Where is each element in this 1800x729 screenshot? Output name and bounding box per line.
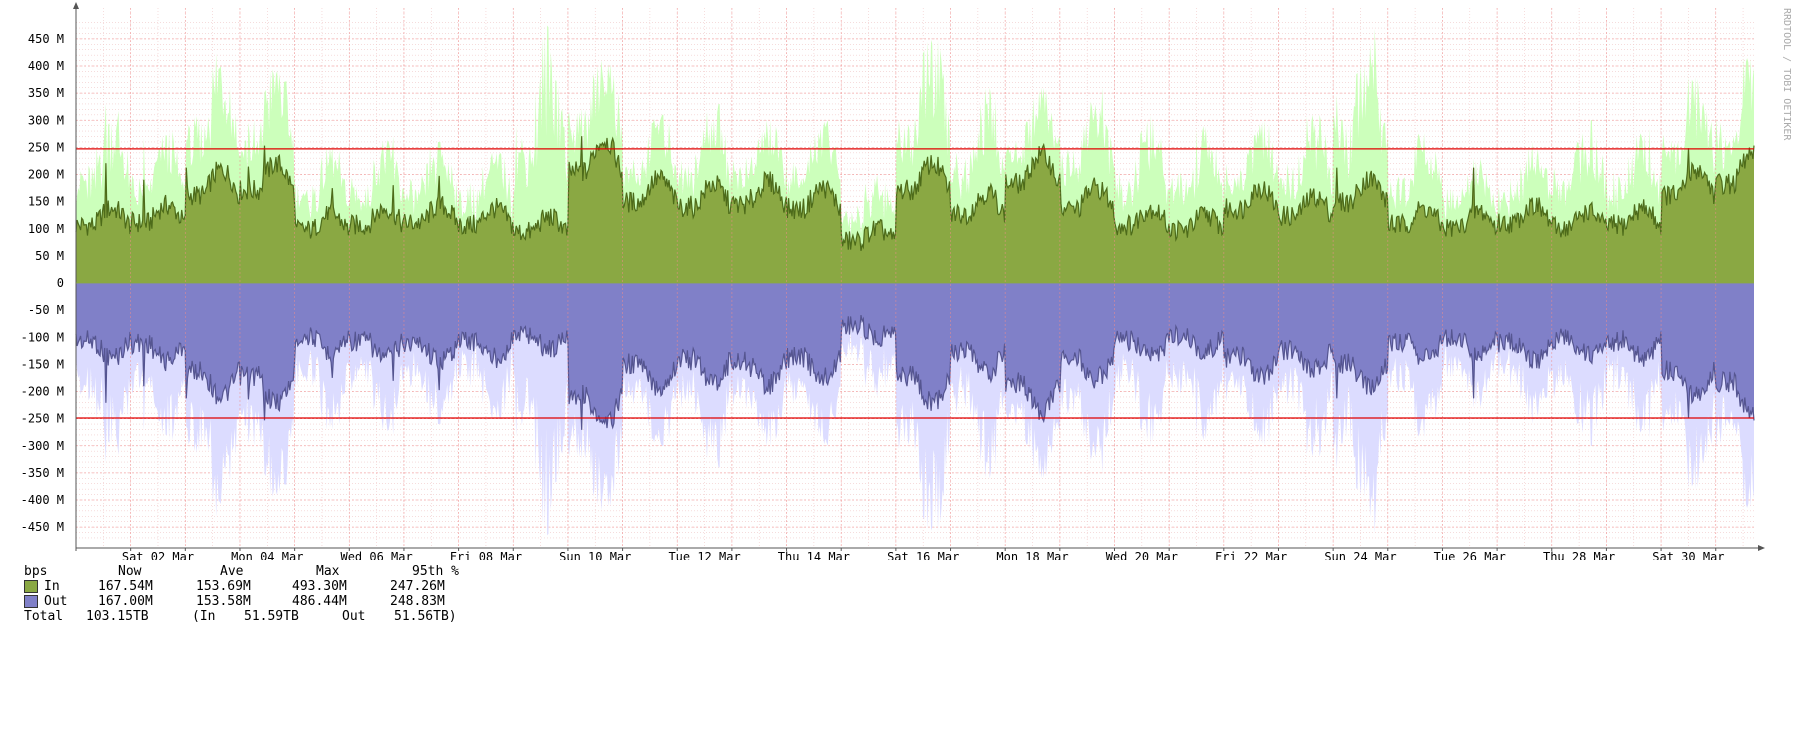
y-tick-label: -350 M bbox=[21, 466, 64, 480]
legend-out-label: Out bbox=[44, 594, 68, 609]
x-tick-label: Tue 12 Mar bbox=[668, 550, 740, 560]
x-axis-tick-labels: Sat 02 Mar Mon 04 Mar Wed 06 Mar Fri 08 Mar… bbox=[122, 550, 1725, 560]
in-swatch bbox=[24, 580, 38, 593]
y-tick-label: -250 M bbox=[21, 412, 64, 426]
series-areas bbox=[75, 8, 1755, 548]
legend-total-value: 103.15TB bbox=[86, 609, 149, 624]
out-swatch bbox=[24, 595, 38, 608]
y-tick-label: 100 M bbox=[28, 222, 64, 236]
legend: bps Now Ave Max 95th % In 167.54M 153.69… bbox=[24, 564, 459, 624]
legend-total-out-label: Out bbox=[342, 609, 366, 624]
legend-in-pct: 247.26M bbox=[390, 579, 445, 594]
legend-in-ave: 153.69M bbox=[196, 579, 251, 594]
x-tick-label: Fri 22 Mar bbox=[1215, 550, 1287, 560]
legend-total-label: Total bbox=[24, 609, 64, 624]
y-axis-tick-labels: 450 M 400 M 350 M 300 M 250 M 200 M 150 M 100 M… bbox=[21, 32, 64, 534]
x-tick-label: Sat 30 Mar bbox=[1652, 550, 1724, 560]
rrdtool-watermark: RRDTOOL / TOBI OETIKER bbox=[1781, 8, 1792, 141]
x-tick-label: Mon 04 Mar bbox=[231, 550, 303, 560]
legend-row-out: Out 167.00M 153.58M 486.44M 248.83M bbox=[24, 594, 445, 609]
out-avg-area bbox=[76, 283, 1754, 430]
legend-in-max: 493.30M bbox=[292, 579, 347, 594]
x-tick-label: Tue 26 Mar bbox=[1434, 550, 1506, 560]
y-tick-label: 350 M bbox=[28, 86, 64, 100]
y-tick-label: 50 M bbox=[35, 249, 64, 263]
x-tick-label: Mon 18 Mar bbox=[996, 550, 1068, 560]
y-tick-label: 200 M bbox=[28, 168, 64, 182]
y-tick-label: -150 M bbox=[21, 357, 64, 371]
x-tick-label: Sat 02 Mar bbox=[122, 550, 194, 560]
traffic-chart: 450 M 400 M 350 M 300 M 250 M 200 M 150 M 100 M… bbox=[21, 2, 1792, 560]
legend-total-in-label: (In bbox=[192, 609, 216, 624]
y-tick-label: -400 M bbox=[21, 493, 64, 507]
x-tick-label: Wed 06 Mar bbox=[340, 550, 412, 560]
x-tick-label: Thu 14 Mar bbox=[778, 550, 850, 560]
legend-out-ave: 153.58M bbox=[196, 594, 251, 609]
x-tick-label: Wed 20 Mar bbox=[1106, 550, 1178, 560]
y-tick-label: -100 M bbox=[21, 330, 64, 344]
legend-now-header: Now bbox=[118, 564, 142, 579]
in-avg-line bbox=[75, 136, 1755, 252]
legend-ave-header: Ave bbox=[220, 564, 244, 579]
y-tick-label: 450 M bbox=[28, 32, 64, 46]
y-tick-label: 250 M bbox=[28, 140, 64, 154]
in-avg-area bbox=[76, 136, 1754, 283]
legend-unit: bps bbox=[24, 564, 48, 579]
legend-in-label: In bbox=[44, 579, 60, 594]
legend-pct-header: 95th % bbox=[412, 564, 459, 579]
out-avg-line bbox=[75, 314, 1755, 430]
y-tick-label: -200 M bbox=[21, 385, 64, 399]
legend-out-max: 486.44M bbox=[292, 594, 347, 609]
legend-total-out-value: 51.56TB) bbox=[394, 609, 457, 624]
y-axis-arrow bbox=[73, 2, 79, 9]
legend-out-pct: 248.83M bbox=[390, 594, 445, 609]
axes bbox=[73, 2, 1765, 551]
x-tick-label: Sun 24 Mar bbox=[1324, 550, 1396, 560]
legend-total-row: Total 103.15TB (In 51.59TB Out 51.56TB) bbox=[24, 609, 457, 624]
y-tick-label: -300 M bbox=[21, 439, 64, 453]
x-tick-label: Fri 08 Mar bbox=[450, 550, 522, 560]
legend-header: bps Now Ave Max 95th % bbox=[24, 564, 459, 579]
legend-max-header: Max bbox=[316, 564, 340, 579]
x-tick-label: Thu 28 Mar bbox=[1543, 550, 1615, 560]
x-tick-label: Sun 10 Mar bbox=[559, 550, 631, 560]
y-tick-label: -450 M bbox=[21, 520, 64, 534]
legend-total-in-value: 51.59TB bbox=[244, 609, 299, 624]
legend-in-now: 167.54M bbox=[98, 579, 153, 594]
y-tick-label: -50 M bbox=[28, 303, 64, 317]
y-tick-label: 300 M bbox=[28, 113, 64, 127]
legend-out-now: 167.00M bbox=[98, 594, 153, 609]
y-tick-label: 400 M bbox=[28, 59, 64, 73]
y-tick-label: 0 bbox=[57, 276, 64, 290]
y-tick-label: 150 M bbox=[28, 195, 64, 209]
x-tick-label: Sat 16 Mar bbox=[887, 550, 959, 560]
x-axis-arrow bbox=[1758, 545, 1765, 551]
legend-row-in: In 167.54M 153.69M 493.30M 247.26M bbox=[24, 579, 445, 594]
